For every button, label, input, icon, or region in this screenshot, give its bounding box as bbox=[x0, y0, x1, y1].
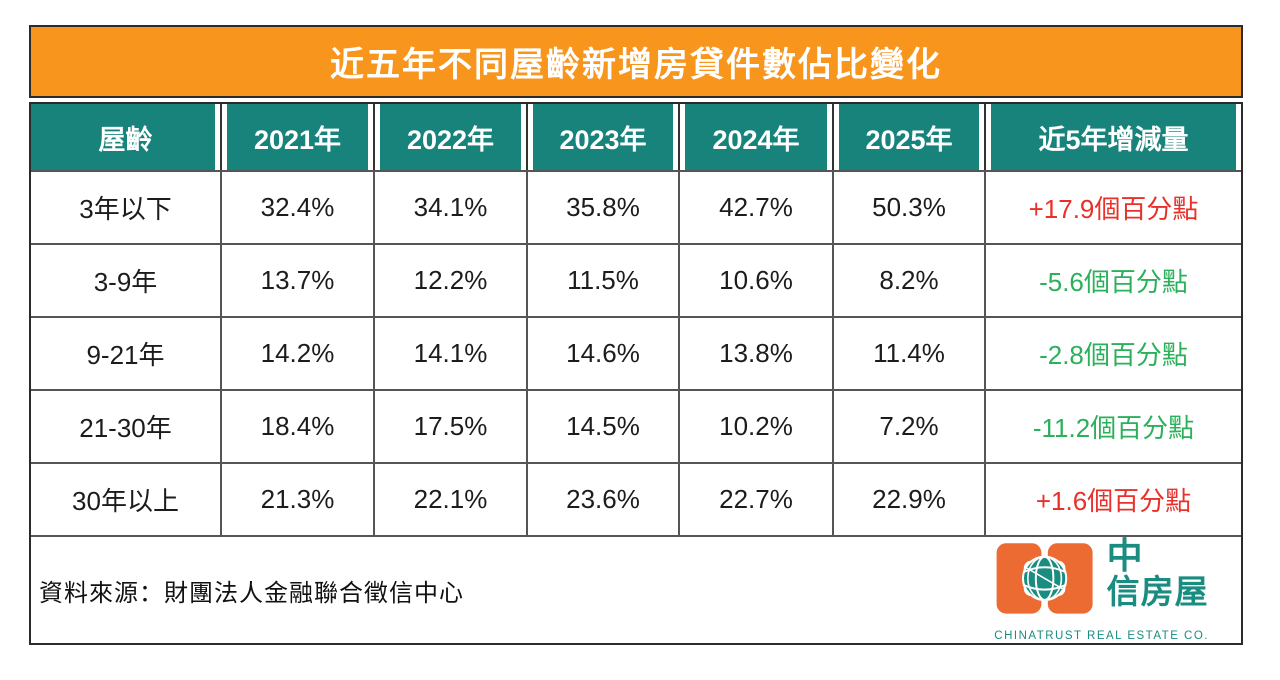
data-table: 屋齡 2021年 2022年 2023年 2024年 2025年 近5年增減量 … bbox=[29, 102, 1243, 645]
value-cell: 32.4% bbox=[220, 170, 373, 243]
page-title: 近五年不同屋齡新增房貸件數佔比變化 bbox=[29, 25, 1243, 98]
value-cell: 13.8% bbox=[678, 316, 832, 389]
change-cell: +17.9個百分點 bbox=[984, 170, 1241, 243]
row-label: 30年以上 bbox=[31, 462, 220, 535]
value-cell: 11.4% bbox=[832, 316, 984, 389]
table-footer: 資料來源：財團法人金融聯合徵信中心 bbox=[31, 535, 1241, 643]
chinatrust-logo-icon bbox=[995, 538, 1099, 627]
value-cell: 12.2% bbox=[373, 243, 526, 316]
value-cell: 18.4% bbox=[220, 389, 373, 462]
infographic-table: 近五年不同屋齡新增房貸件數佔比變化 屋齡 2021年 2022年 2023年 2… bbox=[29, 25, 1243, 645]
value-cell: 23.6% bbox=[526, 462, 678, 535]
row-label: 21-30年 bbox=[31, 389, 220, 462]
title-gap bbox=[29, 98, 1243, 102]
value-cell: 14.5% bbox=[526, 389, 678, 462]
column-header-2022: 2022年 bbox=[373, 104, 526, 170]
change-cell: -11.2個百分點 bbox=[984, 389, 1241, 462]
value-cell: 42.7% bbox=[678, 170, 832, 243]
column-header-change: 近5年增減量 bbox=[984, 104, 1241, 170]
value-cell: 22.1% bbox=[373, 462, 526, 535]
change-cell: +1.6個百分點 bbox=[984, 462, 1241, 535]
logo-chars-xinfangwu: 信房屋 bbox=[1106, 572, 1209, 610]
value-cell: 11.5% bbox=[526, 243, 678, 316]
source-note: 資料來源：財團法人金融聯合徵信中心 bbox=[39, 579, 464, 607]
value-cell: 21.3% bbox=[220, 462, 373, 535]
value-cell: 8.2% bbox=[832, 243, 984, 316]
value-cell: 22.7% bbox=[678, 462, 832, 535]
chinatrust-logo-cjk: 中 信房屋 bbox=[1106, 535, 1209, 610]
column-header-2023: 2023年 bbox=[526, 104, 678, 170]
value-cell: 17.5% bbox=[373, 389, 526, 462]
column-header-2024: 2024年 bbox=[678, 104, 832, 170]
value-cell: 14.1% bbox=[373, 316, 526, 389]
change-cell: -5.6個百分點 bbox=[984, 243, 1241, 316]
value-cell: 35.8% bbox=[526, 170, 678, 243]
column-header-age: 屋齡 bbox=[31, 104, 220, 170]
value-cell: 13.7% bbox=[220, 243, 373, 316]
chinatrust-logo: 中 信房屋 CHINATRUST REAL ESTATE CO. bbox=[994, 535, 1209, 642]
value-cell: 10.2% bbox=[678, 389, 832, 462]
row-label: 9-21年 bbox=[31, 316, 220, 389]
logo-char-zhong: 中 bbox=[1106, 535, 1143, 576]
change-cell: -2.8個百分點 bbox=[984, 316, 1241, 389]
value-cell: 7.2% bbox=[832, 389, 984, 462]
row-label: 3-9年 bbox=[31, 243, 220, 316]
column-header-2021: 2021年 bbox=[220, 104, 373, 170]
column-header-2025: 2025年 bbox=[832, 104, 984, 170]
value-cell: 14.6% bbox=[526, 316, 678, 389]
value-cell: 22.9% bbox=[832, 462, 984, 535]
value-cell: 50.3% bbox=[832, 170, 984, 243]
value-cell: 14.2% bbox=[220, 316, 373, 389]
value-cell: 34.1% bbox=[373, 170, 526, 243]
logo-caption: CHINATRUST REAL ESTATE CO. bbox=[994, 630, 1209, 642]
row-label: 3年以下 bbox=[31, 170, 220, 243]
value-cell: 10.6% bbox=[678, 243, 832, 316]
